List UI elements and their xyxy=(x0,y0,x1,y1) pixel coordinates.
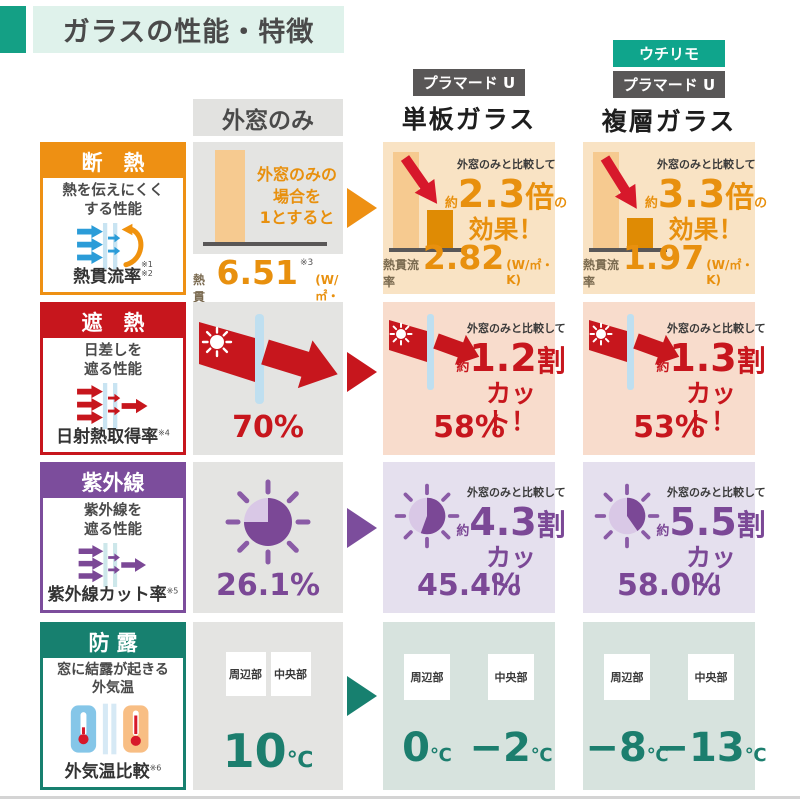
u-value-double: 熱貫流率 1.97 (W/㎡・K) xyxy=(583,238,754,289)
flow-arrow-icon xyxy=(347,508,377,548)
solar-gain-single: 58% xyxy=(433,410,505,445)
edge-temp-value: −8 ℃ xyxy=(585,725,669,771)
sun-pie-chart xyxy=(394,483,460,549)
row-label-heat-shield: 遮 熱 日差しを 遮る性能 日射熱取得率※4 xyxy=(40,302,186,455)
edge-temp-column: 周辺部 0 ℃ xyxy=(387,622,467,790)
metric-name-insulation: 熱貫流率 ※1 ※2 xyxy=(73,260,153,287)
heat-shield-icon xyxy=(77,383,148,430)
cell-insulation-double: 外窓のみと比較して 約 3.3 倍の 効果！ 熱貫流率 1.97 (W/㎡・K) xyxy=(583,142,768,294)
column-name-double-glass: 複層ガラス xyxy=(601,107,737,136)
flow-arrow-icon xyxy=(347,188,377,228)
effect-text: 外窓のみと比較して 約 5.5 割 カット！ xyxy=(656,486,766,600)
sun-beam-chart xyxy=(589,314,680,390)
brand-badge-uchirimo: ウチリモ xyxy=(613,40,725,67)
edge-temp-column: 周辺部 −8 ℃ xyxy=(585,622,669,790)
cell-uv-outer: 26.1% xyxy=(193,462,343,613)
page-title: ガラスの性能・特徴 xyxy=(62,17,315,48)
cell-insulation-outer: 外窓のみの 場合を 1とすると xyxy=(193,142,343,254)
uv-cut-outer: 26.1% xyxy=(215,568,321,603)
uv-cut-single: 45.4% xyxy=(416,568,522,603)
effect-text: 外窓のみと比較して 約 1.3 割 カット！ xyxy=(656,322,766,436)
edge-label-box: 周辺部 xyxy=(604,654,650,700)
effect-text: 外窓のみと比較して 約 3.3 倍の 効果！ xyxy=(644,158,768,244)
row-desc-uv: 紫外線を 遮る性能 xyxy=(84,503,142,538)
center-temp-value: −13 ℃ xyxy=(655,725,767,771)
center-temp-value: −2 ℃ xyxy=(469,725,553,771)
insulation-icon xyxy=(77,223,144,270)
solar-gain-outer: 70% xyxy=(232,410,304,445)
effect-text: 外窓のみと比較して 約 1.2 割 カット！ xyxy=(456,322,566,436)
row-label-insulation: 断 熱 熱を伝えにくく する性能 熱貫流率 ※1 ※2 xyxy=(40,142,186,295)
footnote-marker: ※1 ※2 xyxy=(141,260,153,279)
solar-gain-double: 53% xyxy=(633,410,705,445)
cell-condensation-single: 周辺部 0 ℃ 中央部 −2 ℃ xyxy=(383,622,555,790)
sun-beam-chart xyxy=(389,314,480,390)
column-header-single-glass: プラマード U 単板ガラス xyxy=(383,69,555,136)
metric-name-heat-shield: 日射熱取得率※4 xyxy=(56,427,170,447)
flow-arrow-icon xyxy=(347,676,377,716)
cell-uv-single: 外窓のみと比較して 約 4.3 割 カット！ 45.4% xyxy=(383,462,566,613)
page-title-bar: ガラスの性能・特徴 xyxy=(33,6,344,53)
temp-labels: 周辺部 中央部 xyxy=(193,652,343,696)
center-label-box: 中央部 xyxy=(270,652,311,696)
center-label-box: 中央部 xyxy=(688,654,734,700)
column-header-double-glass: ウチリモ プラマード U 複層ガラス xyxy=(583,40,755,138)
center-temp-column: 中央部 −2 ℃ xyxy=(469,622,553,790)
row-desc-condensation: 窓に結露が起きる 外気温 xyxy=(57,662,169,696)
temp-value-outer: 10 ℃ xyxy=(222,724,314,778)
cell-condensation-outer: 周辺部 中央部 10 ℃ xyxy=(193,622,343,790)
flow-arrow-icon xyxy=(347,352,377,392)
edge-label-box: 周辺部 xyxy=(225,652,266,696)
cell-heat-double: 外窓のみと比較して 約 1.3 割 カット！ 53% xyxy=(583,302,766,455)
cell-condensation-double: 周辺部 −8 ℃ 中央部 −13 ℃ xyxy=(583,622,767,790)
row-header-insulation: 断 熱 xyxy=(43,145,183,178)
effect-text: 外窓のみと比較して 約 2.3 倍の 効果！ xyxy=(444,158,568,244)
edge-label-box: 周辺部 xyxy=(404,654,450,700)
title-accent-bar xyxy=(0,6,26,53)
sun-pie-chart xyxy=(225,479,311,565)
uv-shield-icon xyxy=(78,543,146,588)
center-temp-column: 中央部 −13 ℃ xyxy=(655,622,767,790)
comparison-bar-chart xyxy=(589,152,667,252)
sun-beam-chart xyxy=(199,314,338,404)
brand-badge-puramado: プラマード U xyxy=(413,69,525,96)
row-header-uv: 紫外線 xyxy=(43,465,183,498)
cell-heat-outer: 70% xyxy=(193,302,343,455)
comparison-bar-chart xyxy=(389,152,467,252)
effect-text: 外窓のみと比較して 約 4.3 割 カット！ xyxy=(456,486,566,600)
row-label-uv: 紫外線 紫外線を 遮る性能 紫外線カット率※5 xyxy=(40,462,186,613)
column-name-single-glass: 単板ガラス xyxy=(401,105,537,134)
column-header-outer-only: 外窓のみ xyxy=(193,99,343,136)
edge-temp-value: 0 ℃ xyxy=(402,725,452,771)
row-header-condensation: 防露 xyxy=(43,625,183,658)
center-label-box: 中央部 xyxy=(488,654,534,700)
uv-cut-double: 58.0% xyxy=(616,568,722,603)
sun-pie-chart xyxy=(594,483,660,549)
cell-heat-single: 外窓のみと比較して 約 1.2 割 カット！ 58% xyxy=(383,302,566,455)
condensation-icon xyxy=(70,703,149,755)
cell-insulation-single: 外窓のみと比較して 約 2.3 倍の 効果！ 熱貫流率 2.82 (W/㎡・K) xyxy=(383,142,568,294)
row-header-heat-shield: 遮 熱 xyxy=(43,305,183,338)
single-bar-chart xyxy=(203,150,327,246)
cell-uv-double: 外窓のみと比較して 約 5.5 割 カット！ 58.0% xyxy=(583,462,766,613)
metric-name-uv: 紫外線カット率※5 xyxy=(47,585,179,605)
row-label-condensation: 防露 窓に結露が起きる 外気温 外気温比較※6 xyxy=(40,622,186,790)
metric-name-condensation: 外気温比較※6 xyxy=(64,762,162,782)
u-value-single: 熱貫流率 2.82 (W/㎡・K) xyxy=(383,238,554,289)
bottom-divider xyxy=(0,796,800,799)
row-desc-insulation: 熱を伝えにくく する性能 xyxy=(62,183,164,218)
brand-badge-puramado: プラマード U xyxy=(613,71,725,98)
row-desc-heat-shield: 日差しを 遮る性能 xyxy=(84,343,142,378)
baseline-note: 外窓のみの 場合を 1とすると xyxy=(256,165,337,228)
